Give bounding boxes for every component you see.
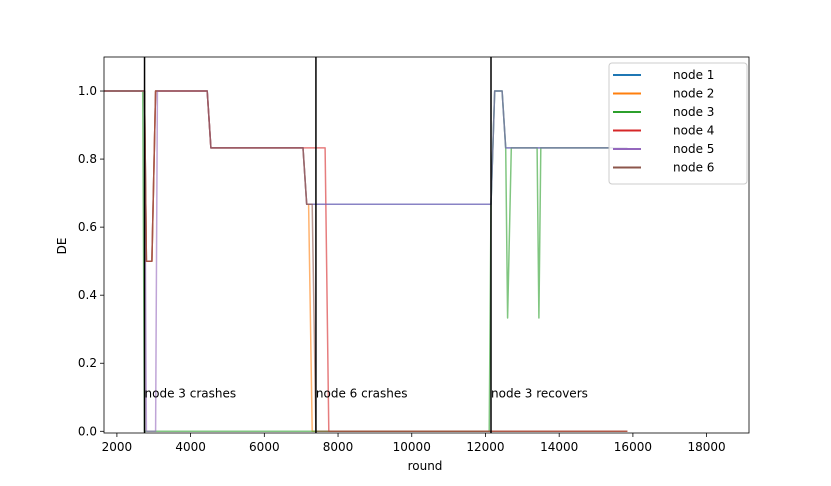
- legend-label-node-1: node 1: [673, 68, 714, 82]
- y-tick-label: 0.6: [78, 220, 97, 234]
- legend: node 1 node 2 node 3 node 4 node 5 node 6: [608, 62, 748, 185]
- annotation-node-3-crashes: node 3 crashes: [145, 386, 237, 400]
- series-line-node-6: [104, 90, 628, 433]
- x-tick-label: 4000: [175, 440, 206, 454]
- x-tick-label: 8000: [323, 440, 354, 454]
- legend-label-node-6: node 6: [673, 161, 714, 175]
- y-tick-label: 0.8: [78, 152, 97, 166]
- x-tick-label: 10000: [393, 440, 431, 454]
- legend-label-node-4: node 4: [673, 124, 714, 138]
- vline-layer: [143, 57, 492, 433]
- plot-frame: [103, 56, 750, 434]
- x-tick-label: 18000: [688, 440, 726, 454]
- annotation-layer: node 3 crashes node 6 crashes node 3 recov…: [145, 386, 588, 400]
- annotation-node-6-crashes: node 6 crashes: [316, 386, 408, 400]
- y-tick-label: 0.0: [78, 424, 97, 438]
- y-tick-label: 0.4: [78, 288, 97, 302]
- legend-label-node-3: node 3: [673, 105, 714, 119]
- x-axis-label: round: [408, 459, 443, 473]
- y-tick-label: 1.0: [78, 84, 97, 98]
- x-tick-label: 2000: [102, 440, 133, 454]
- x-tick-label: 14000: [540, 440, 578, 454]
- series-layer: [104, 90, 628, 433]
- y-tick-label: 0.2: [78, 356, 97, 370]
- x-tick-label: 16000: [614, 440, 652, 454]
- legend-label-node-2: node 2: [673, 87, 714, 101]
- x-tick-label: 12000: [466, 440, 504, 454]
- legend-label-node-5: node 5: [673, 142, 714, 156]
- axes-layer: 2000 4000 6000 8000 10000 12000 14000 16000 1800…: [78, 56, 750, 454]
- annotation-node-3-recovers: node 3 recovers: [491, 386, 588, 400]
- y-axis-label: DE: [55, 238, 69, 255]
- legend-box: [608, 62, 748, 185]
- x-tick-label: 6000: [249, 440, 280, 454]
